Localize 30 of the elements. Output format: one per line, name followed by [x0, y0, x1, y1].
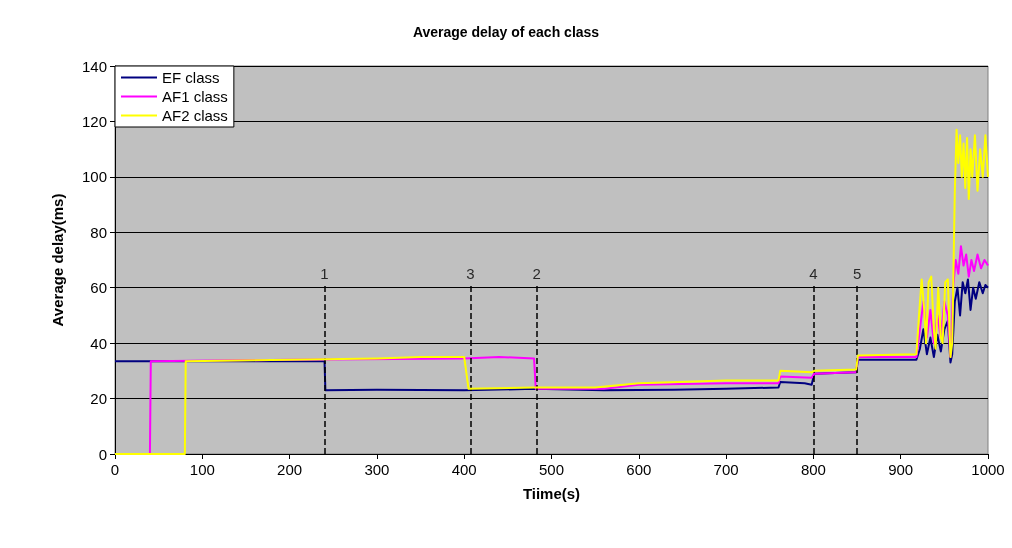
annotation: 3	[466, 265, 475, 283]
legend-label: AF1 class	[162, 88, 228, 105]
annotation: 1	[320, 265, 329, 283]
legend-label: EF class	[162, 69, 220, 86]
annotation: 2	[532, 265, 541, 283]
y-tick-label: 60	[90, 279, 107, 297]
x-tick-label: 0	[110, 461, 120, 478]
y-tick-label: 40	[90, 334, 107, 352]
x-tick-label: 100	[189, 461, 215, 478]
y-tick-label: 80	[90, 223, 107, 241]
x-tick-label: 1000	[971, 461, 1005, 478]
x-tick-label: 400	[451, 461, 477, 478]
x-axis-title: Tiime(s)	[522, 485, 581, 502]
x-tick-label: 300	[364, 461, 390, 478]
annotation: 5	[852, 265, 862, 283]
y-tick-label: 140	[81, 57, 107, 75]
x-tick-label: 600	[626, 461, 652, 478]
x-tick-label: 200	[277, 461, 303, 478]
y-tick-label: 120	[81, 112, 107, 130]
annotation: 4	[809, 265, 818, 283]
y-tick-label: 0	[98, 445, 107, 463]
legend-label: AF2 class	[162, 107, 228, 124]
x-tick-label: 900	[888, 461, 914, 478]
x-tick-label: 500	[538, 461, 565, 478]
chart-title: Average delay of each class	[412, 24, 600, 40]
y-tick-label: 20	[90, 390, 107, 408]
y-tick-label: 100	[81, 168, 107, 186]
x-tick-label: 800	[800, 461, 826, 478]
y-axis-title: Average delay(ms)	[49, 193, 66, 327]
x-tick-label: 700	[713, 461, 739, 478]
